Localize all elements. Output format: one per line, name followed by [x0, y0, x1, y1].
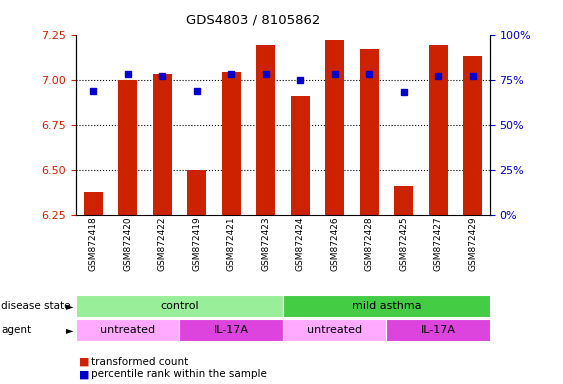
Text: disease state: disease state [1, 301, 70, 311]
Bar [153, 74, 172, 215]
Text: transformed count: transformed count [91, 357, 189, 367]
Text: untreated: untreated [100, 325, 155, 335]
Bar [394, 186, 413, 215]
Text: ■: ■ [79, 357, 90, 367]
Bar [428, 45, 448, 215]
Bar [222, 73, 240, 215]
Bar [325, 40, 344, 215]
Text: IL-17A: IL-17A [421, 325, 455, 335]
Bar [283, 319, 386, 341]
Bar [360, 49, 378, 215]
Bar [180, 319, 283, 341]
Text: untreated: untreated [307, 325, 362, 335]
Bar [84, 192, 102, 215]
Text: ►: ► [65, 301, 73, 311]
Text: mild asthma: mild asthma [351, 301, 421, 311]
Bar [118, 80, 137, 215]
Bar [463, 56, 482, 215]
Text: agent: agent [1, 325, 32, 335]
Text: control: control [160, 301, 199, 311]
Bar [386, 319, 490, 341]
Bar [291, 96, 310, 215]
Text: IL-17A: IL-17A [214, 325, 249, 335]
Bar [283, 295, 490, 317]
Text: ■: ■ [79, 369, 90, 379]
Bar [76, 319, 180, 341]
Text: GDS4803 / 8105862: GDS4803 / 8105862 [186, 13, 320, 26]
Text: ►: ► [65, 325, 73, 335]
Bar [76, 295, 283, 317]
Bar [187, 170, 206, 215]
Text: percentile rank within the sample: percentile rank within the sample [91, 369, 267, 379]
Bar [256, 45, 275, 215]
